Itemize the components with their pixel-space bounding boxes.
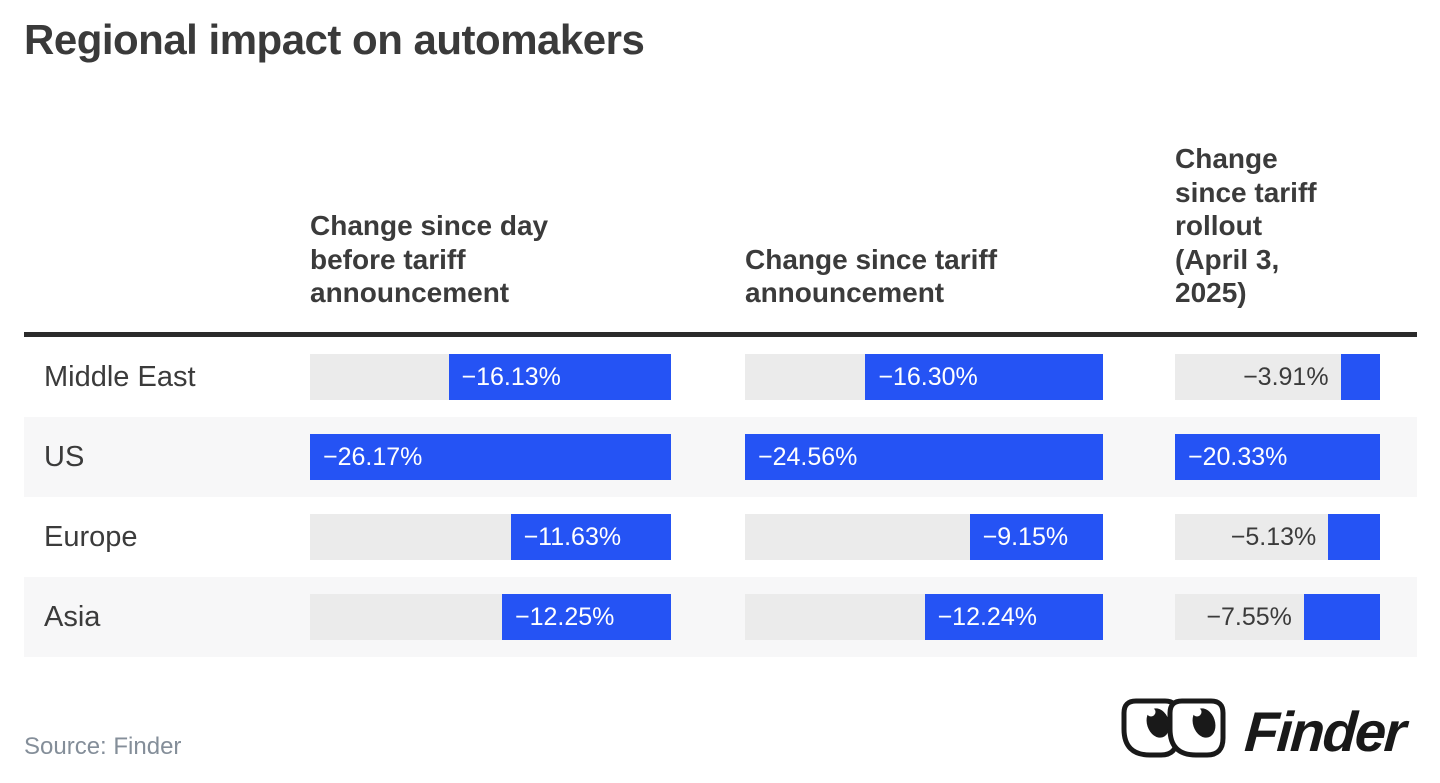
header-rule [24, 332, 1417, 337]
value-label: −3.91% [1243, 362, 1329, 391]
table-header-row: Change since day before tariff announcem… [24, 0, 1417, 332]
bar-fill [1175, 434, 1380, 480]
chart-table: Change since day before tariff announcem… [24, 0, 1417, 657]
bar-fill [310, 434, 671, 480]
value-label: −5.13% [1230, 522, 1317, 551]
bar-track: −26.17% [310, 434, 671, 480]
table-row: Asia −12.25% −12.24% −7.55% [24, 577, 1417, 657]
bar-track: −12.25% [310, 594, 671, 640]
bar-track: −11.63% [310, 514, 671, 560]
bar-track: −16.30% [745, 354, 1103, 400]
column-header-1: Change since day before tariff announcem… [310, 210, 549, 309]
region-label: US [44, 440, 85, 473]
source-text: Source: Finder [24, 733, 182, 760]
bar-fill [1340, 354, 1380, 400]
bar-fill [448, 354, 671, 400]
value-label: −12.24% [937, 602, 1037, 631]
value-label: −16.30% [878, 362, 978, 391]
bar-track: −24.56% [745, 434, 1103, 480]
value-label: −12.25% [515, 602, 615, 631]
bar-fill [969, 514, 1103, 560]
page-title: Regional impact on automakers [24, 16, 645, 63]
bar-fill [865, 354, 1103, 400]
finder-eyes-icon [1113, 698, 1235, 765]
column-header-3: Change since tariff rollout (April 3, 20… [1175, 143, 1317, 309]
region-label: Europe [44, 520, 138, 553]
region-label: Middle East [44, 360, 196, 393]
bar-track: −16.13% [310, 354, 671, 400]
bar-fill [745, 434, 1103, 480]
bar-fill [510, 514, 671, 560]
value-label: −11.63% [523, 522, 622, 551]
bar-track: −7.55% [1175, 594, 1380, 640]
footer: Source: Finder [24, 698, 1412, 765]
region-label: Asia [44, 600, 101, 633]
bar-track: −20.33% [1175, 434, 1380, 480]
value-label: −16.13% [461, 362, 561, 391]
bar-fill [1303, 594, 1380, 640]
finder-logo: Finder [1113, 698, 1412, 765]
table-row: US −26.17% −24.56% −20.33% [24, 417, 1417, 497]
bar-track: −5.13% [1175, 514, 1380, 560]
value-label: −20.33% [1188, 442, 1288, 471]
table-row: Europe −11.63% −9.15% −5.13% [24, 497, 1417, 577]
finder-wordmark: Finder [1242, 699, 1407, 763]
bar-fill [502, 594, 671, 640]
bar-track: −12.24% [745, 594, 1103, 640]
value-label: −26.17% [323, 442, 423, 471]
value-label: −9.15% [982, 522, 1069, 551]
table-row: Middle East −16.13% −16.30% −3.91% [24, 337, 1417, 417]
value-label: −24.56% [758, 442, 858, 471]
column-header-2: Change since tariff announcement [745, 243, 998, 309]
value-label: −7.55% [1206, 602, 1292, 631]
bar-track: −9.15% [745, 514, 1103, 560]
bar-fill [924, 594, 1103, 640]
bar-track: −3.91% [1175, 354, 1380, 400]
bar-fill [1328, 514, 1380, 560]
